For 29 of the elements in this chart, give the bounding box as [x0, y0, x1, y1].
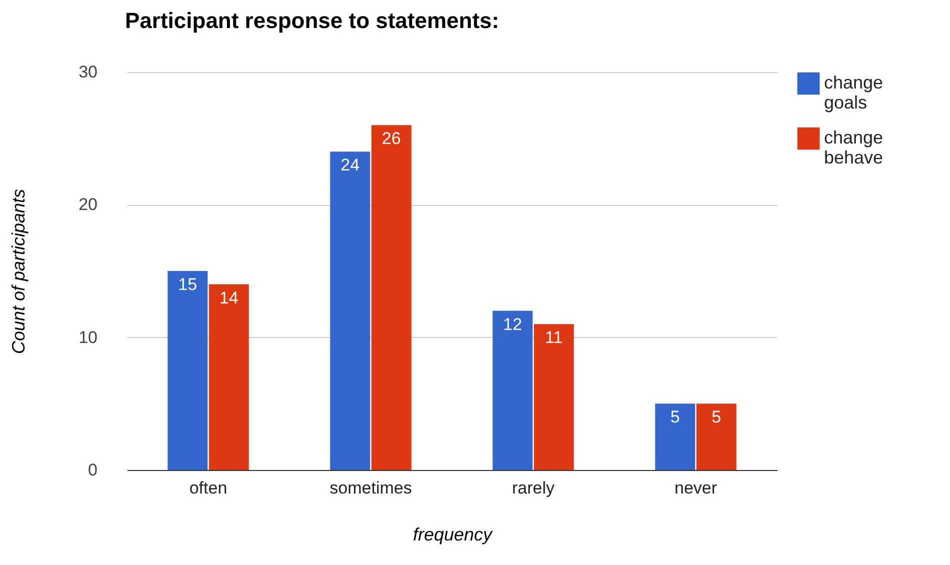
bar — [208, 284, 249, 470]
bar — [492, 310, 533, 470]
y-tick-label: 0 — [88, 460, 98, 480]
y-tick-label: 30 — [78, 62, 98, 82]
bar — [655, 404, 696, 470]
bar — [696, 404, 736, 470]
data-label: 5 — [670, 408, 680, 427]
data-label: 11 — [545, 328, 563, 348]
x-tick-label: never — [674, 478, 718, 498]
data-label: 15 — [178, 275, 198, 294]
bar — [168, 271, 208, 470]
data-label: 12 — [503, 314, 522, 334]
y-axis-title: Count of participants — [8, 188, 29, 354]
data-label: 5 — [712, 408, 722, 427]
bar — [330, 152, 370, 470]
data-label: 24 — [340, 156, 360, 175]
x-tick-label: sometimes — [330, 478, 412, 498]
x-axis-title: frequency — [412, 524, 494, 544]
bar — [371, 125, 412, 470]
y-tick-label: 10 — [78, 328, 98, 347]
y-tick-label: 20 — [78, 195, 98, 214]
x-tick-label: rarely — [512, 478, 555, 498]
data-label: 26 — [382, 129, 401, 148]
data-label: 14 — [219, 288, 238, 308]
legend-label: change behave — [824, 128, 884, 168]
chart-title: Participant response to statements: — [125, 8, 500, 33]
legend-label: change goals — [824, 72, 884, 112]
x-tick-label: often — [189, 478, 228, 498]
bar — [534, 324, 574, 470]
